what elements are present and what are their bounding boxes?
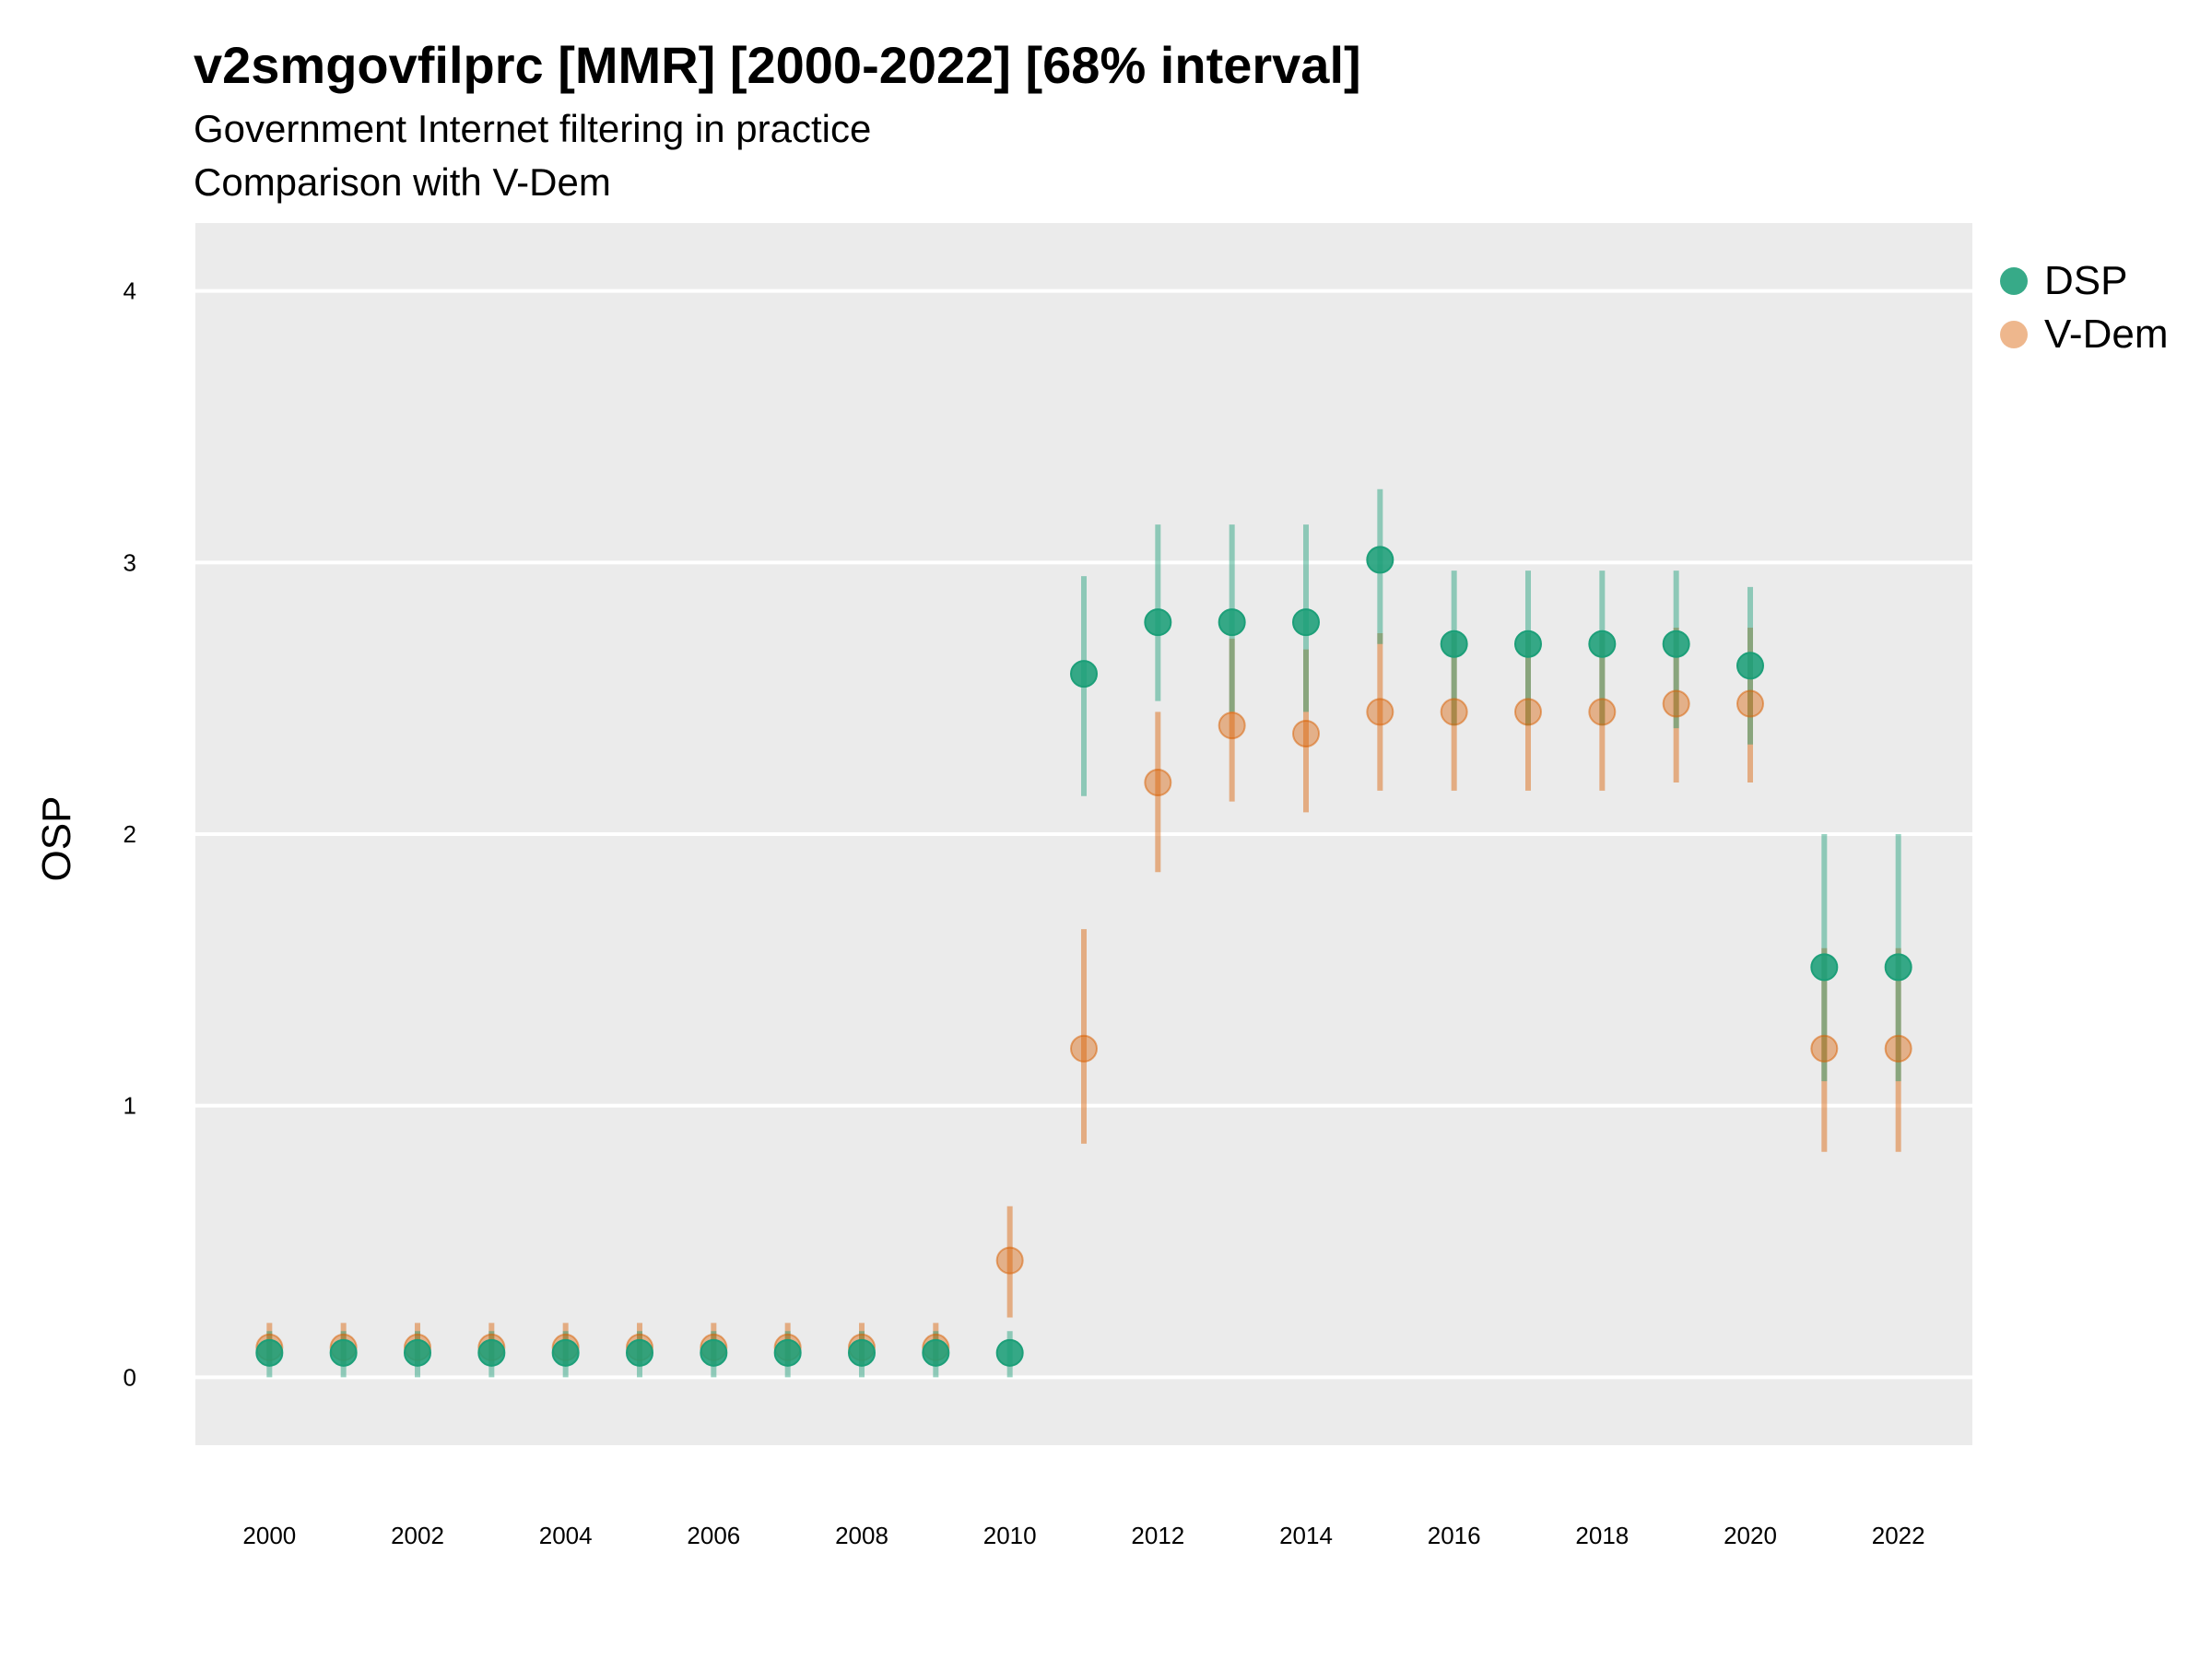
point-dsp xyxy=(551,1338,580,1367)
x-tick-label: 2006 xyxy=(687,1522,740,1549)
point-dsp xyxy=(1144,608,1172,637)
point-dsp xyxy=(626,1338,653,1367)
point-v-dem xyxy=(1366,698,1394,726)
point-dsp xyxy=(1366,546,1394,574)
point-dsp xyxy=(1588,629,1617,658)
point-dsp xyxy=(700,1338,728,1367)
point-dsp xyxy=(1736,652,1764,680)
point-v-dem xyxy=(1884,1034,1912,1063)
point-v-dem xyxy=(1588,698,1617,726)
x-tick-label: 2020 xyxy=(1724,1522,1777,1549)
point-v-dem xyxy=(1070,1034,1098,1063)
point-dsp xyxy=(404,1338,431,1367)
x-tick-label: 2004 xyxy=(539,1522,593,1549)
point-v-dem xyxy=(1292,719,1320,747)
point-v-dem xyxy=(1736,689,1764,718)
legend-item-dsp: DSP xyxy=(2000,254,2168,308)
y-tick-label: 2 xyxy=(124,820,136,848)
point-dsp xyxy=(995,1338,1024,1367)
point-v-dem xyxy=(1218,712,1246,740)
point-dsp xyxy=(329,1338,358,1367)
point-dsp xyxy=(477,1338,506,1367)
point-v-dem xyxy=(1144,769,1172,797)
point-dsp xyxy=(1884,953,1912,982)
point-v-dem xyxy=(1662,689,1690,718)
x-tick-label: 2022 xyxy=(1872,1522,1925,1549)
x-tick-label: 2018 xyxy=(1575,1522,1629,1549)
x-tick-label: 2016 xyxy=(1428,1522,1481,1549)
x-tick-label: 2000 xyxy=(242,1522,296,1549)
x-tick-label: 2014 xyxy=(1279,1522,1333,1549)
x-tick-label: 2002 xyxy=(391,1522,444,1549)
point-dsp xyxy=(1662,629,1690,658)
point-dsp xyxy=(1218,608,1246,637)
legend-key-v-dem xyxy=(2000,321,2028,348)
point-dsp xyxy=(848,1338,876,1367)
chart-subtitle: Government Internet filtering in practic… xyxy=(194,107,872,150)
chart-title: v2smgovfilprc [MMR] [2000-2022] [68% int… xyxy=(194,36,1361,94)
legend-key-dsp xyxy=(2000,267,2028,295)
point-v-dem xyxy=(1810,1034,1839,1063)
point-dsp xyxy=(922,1338,950,1367)
legend-label-v-dem: V-Dem xyxy=(2044,312,2169,357)
point-dsp xyxy=(773,1338,802,1367)
y-tick-label: 4 xyxy=(124,277,136,305)
chart-subtitle-comparison: Comparison with V-Dem xyxy=(194,160,611,204)
x-tick-label: 2012 xyxy=(1131,1522,1184,1549)
point-dsp xyxy=(1514,629,1542,658)
chart-legend: DSP V-Dem xyxy=(2000,254,2168,361)
point-dsp xyxy=(1070,660,1098,688)
point-dsp xyxy=(1440,629,1468,658)
point-v-dem xyxy=(995,1246,1024,1275)
point-v-dem xyxy=(1440,698,1468,726)
x-tick-label: 2010 xyxy=(983,1522,1037,1549)
y-tick-label: 0 xyxy=(124,1363,136,1391)
x-tick-label: 2008 xyxy=(835,1522,888,1549)
y-tick-label: 3 xyxy=(124,548,136,576)
y-tick-label: 1 xyxy=(124,1092,136,1120)
point-v-dem xyxy=(1514,698,1542,726)
legend-label-dsp: DSP xyxy=(2044,258,2128,303)
legend-item-v-dem: V-Dem xyxy=(2000,308,2168,361)
point-dsp xyxy=(255,1338,284,1367)
point-dsp xyxy=(1292,608,1320,637)
point-dsp xyxy=(1810,953,1839,982)
